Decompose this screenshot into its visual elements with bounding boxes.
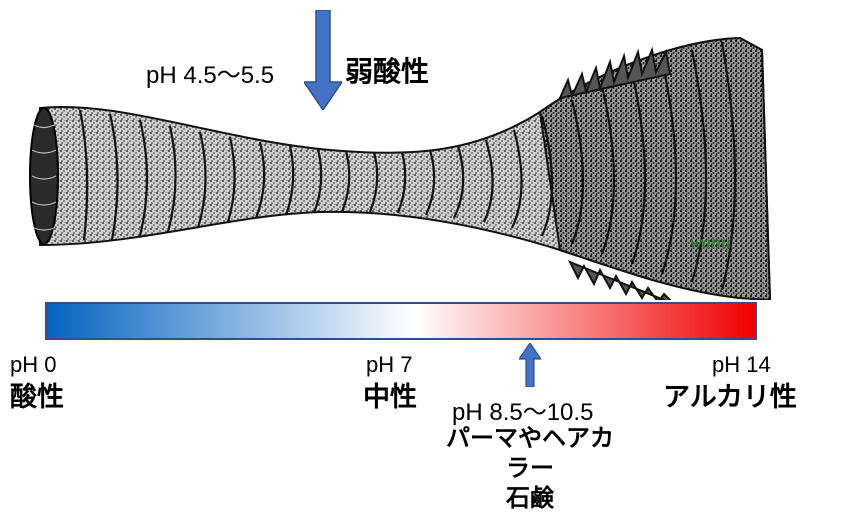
neutral-label: 中性	[363, 382, 417, 412]
perm-color-soap-ph-range: pH 8.5～10.5	[452, 399, 594, 426]
ph-14-value: pH 14	[712, 352, 771, 377]
up-arrow-icon	[519, 343, 541, 387]
hair-cut-end	[29, 107, 59, 245]
cuticle-scales	[78, 41, 737, 291]
ph-scale-gradient-bar	[45, 302, 757, 340]
down-arrow-icon	[304, 10, 342, 110]
alkaline-label: アルカリ性	[663, 382, 797, 412]
ph-0-value: pH 0	[10, 352, 57, 377]
description-line: 石鹸	[506, 485, 554, 512]
perm-color-soap-description: パーマやヘアカ ラー 石鹸	[415, 424, 645, 514]
lifted-cuticle-edges	[558, 46, 672, 300]
description-line: パーマやヘアカ	[446, 425, 614, 452]
ph-7-value: pH 7	[366, 352, 413, 377]
watermark-text: wanu	[690, 232, 731, 252]
hair-strand-illustration: wanu	[29, 36, 772, 300]
weak-acid-label: 弱酸性	[345, 56, 430, 87]
weak-acid-ph-range: pH 4.5～5.5	[146, 62, 275, 89]
description-line: ラー	[506, 455, 554, 482]
acid-label: 酸性	[10, 382, 64, 412]
